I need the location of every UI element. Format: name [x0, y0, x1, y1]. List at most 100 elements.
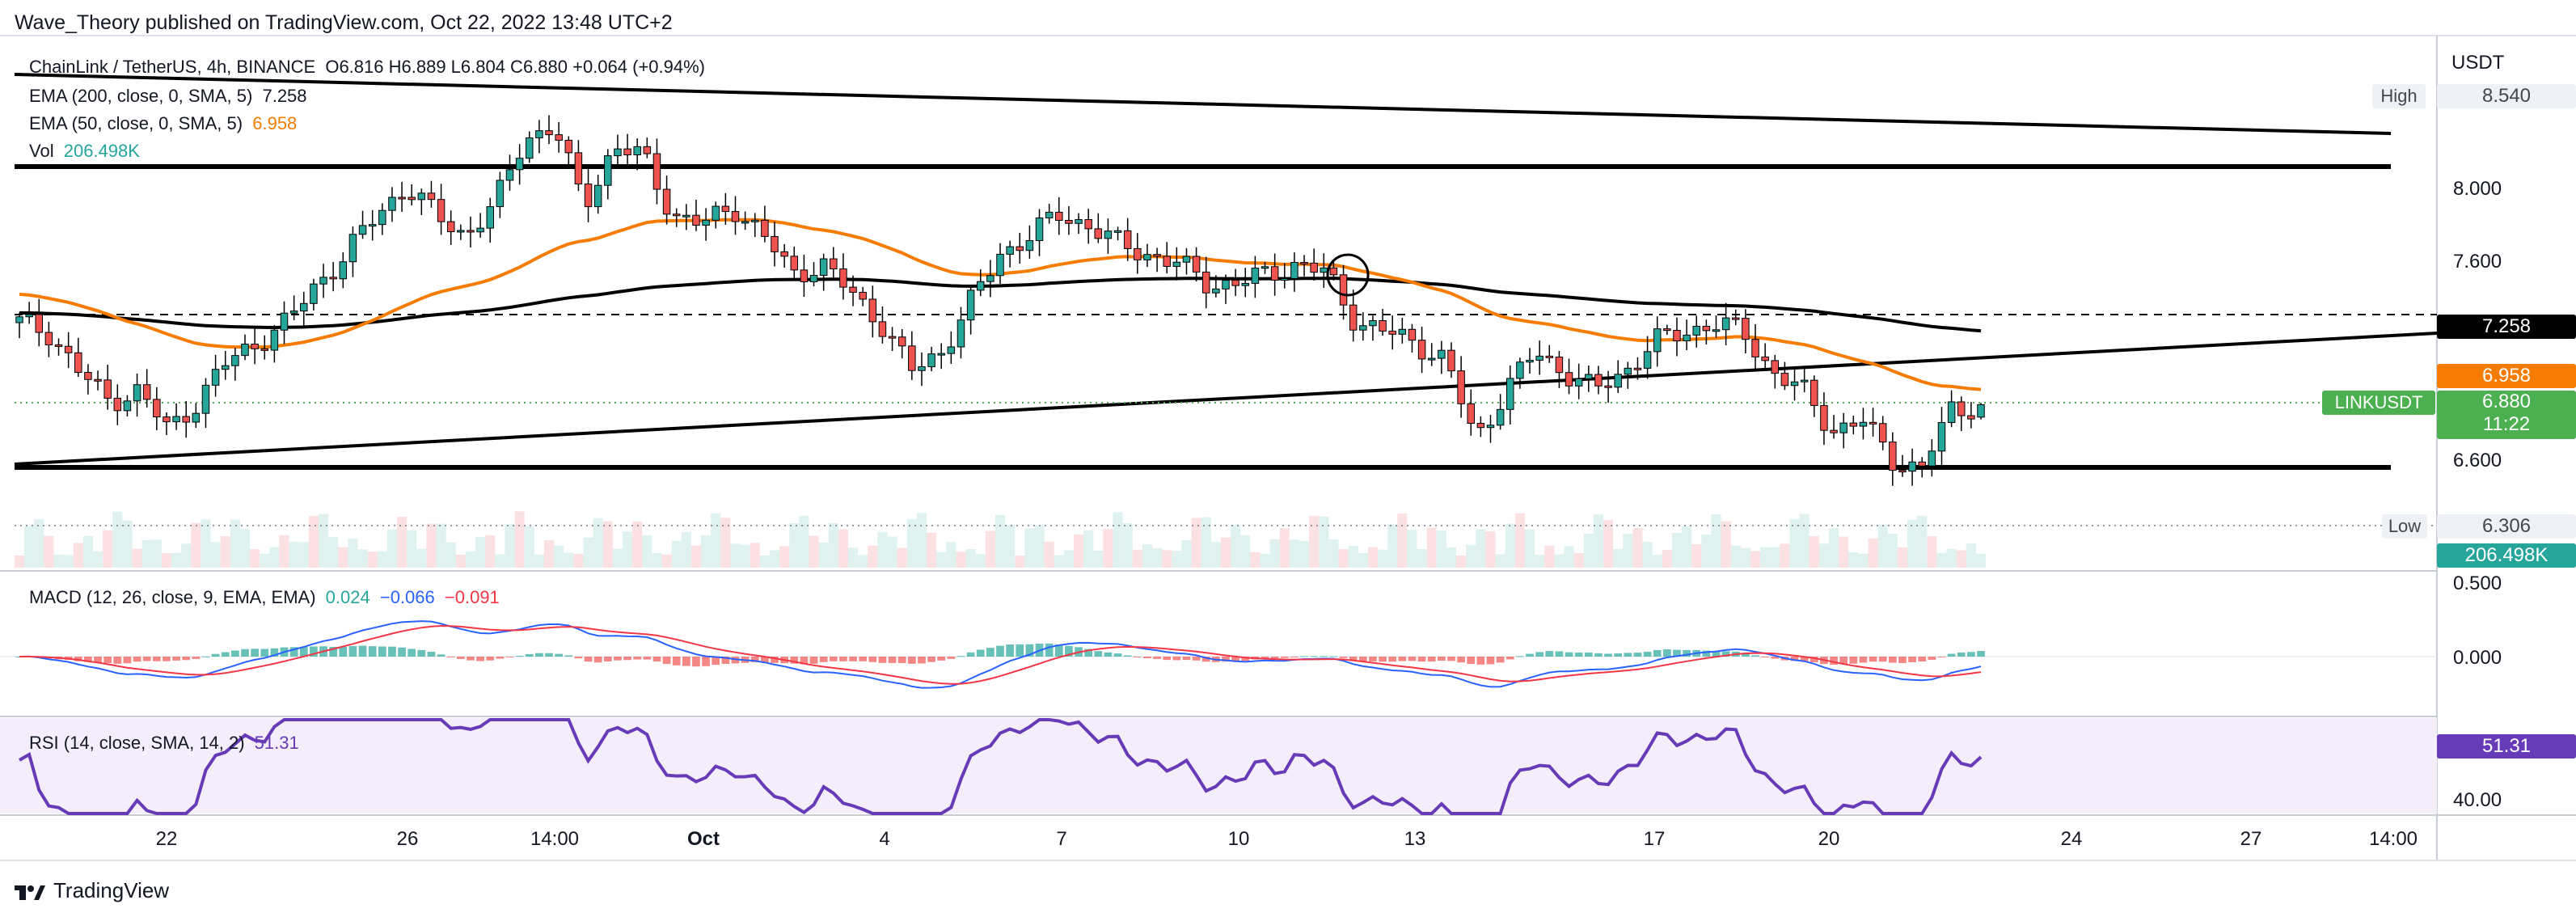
- macd-hist-bar: [918, 657, 926, 664]
- macd-hist-bar: [1839, 657, 1848, 665]
- candle-down: [1830, 429, 1838, 433]
- tradingview-footer[interactable]: TradingView: [15, 878, 169, 903]
- candle-down: [584, 184, 593, 208]
- candle-down: [761, 219, 769, 237]
- volume-bar: [1005, 524, 1016, 568]
- macd-hist-bar: [1898, 657, 1907, 663]
- candle-down: [1702, 326, 1711, 332]
- time-tick: 13: [1404, 828, 1426, 850]
- candle-up: [751, 219, 759, 222]
- volume-bar: [1309, 515, 1320, 568]
- volume-bar: [260, 553, 270, 568]
- volume-bar: [730, 543, 741, 568]
- legend-macd-v3: −0.091: [444, 587, 500, 607]
- macd-hist-bar: [1643, 651, 1652, 657]
- time-tick: 14:00: [530, 828, 580, 850]
- macd-hist-bar: [103, 657, 112, 663]
- candle-down: [1094, 228, 1103, 239]
- volume-bar: [1573, 553, 1584, 568]
- macd-hist-bar: [927, 657, 935, 662]
- candle-down: [1476, 423, 1485, 429]
- volume-bar: [1593, 513, 1603, 568]
- candles: [15, 115, 1985, 486]
- candle-up: [270, 329, 279, 351]
- candle-up: [1614, 374, 1622, 388]
- volume-bar: [711, 513, 721, 568]
- volume-bar: [622, 531, 633, 568]
- macd-hist-bar: [388, 646, 396, 657]
- legend-ohlc: O6.816 H6.889 L6.804 C6.880 +0.064 (+0.9…: [325, 57, 706, 77]
- volume-bar: [1828, 528, 1839, 568]
- volume-bar: [1877, 525, 1888, 568]
- volume-bar: [809, 535, 819, 568]
- candle-down: [1055, 211, 1063, 221]
- macd-hist-bar: [289, 647, 298, 657]
- legend-vol-label: Vol: [29, 141, 54, 161]
- candle-down: [437, 199, 446, 222]
- high-value-tag: 8.540: [2437, 84, 2576, 108]
- candle-up: [1251, 268, 1260, 284]
- volume-bar: [132, 548, 142, 568]
- macd-hist-bar: [260, 649, 269, 657]
- time-tick: 7: [1056, 828, 1067, 850]
- volume-bar: [386, 529, 398, 568]
- time-tick: Oct: [686, 828, 720, 850]
- candle-up: [1692, 326, 1700, 336]
- ema200-price-tag: 7.258: [2437, 315, 2576, 339]
- volume-bar: [397, 516, 408, 568]
- volume-bar: [416, 548, 427, 568]
- volume-bar: [1907, 519, 1918, 568]
- macd-hist-bar: [1683, 649, 1691, 657]
- macd-hist-bar: [1574, 653, 1583, 657]
- macd-hist-bar: [652, 657, 661, 662]
- macd-hist-bar: [809, 657, 818, 664]
- volume-bar: [1682, 526, 1692, 568]
- candle-up: [809, 275, 818, 282]
- legend-ema50-label: EMA (50, close, 0, SMA, 5): [29, 113, 243, 133]
- macd-hist-bar: [1869, 657, 1877, 662]
- volume-bar: [1721, 521, 1731, 568]
- volume-bar: [671, 540, 682, 568]
- macd-hist-bar: [1928, 657, 1936, 660]
- volume-bar: [1260, 553, 1270, 568]
- volume-bar: [838, 529, 848, 568]
- candle-up: [1320, 267, 1328, 273]
- volume-bar: [681, 531, 691, 568]
- volume-bar: [1642, 542, 1653, 568]
- macd-hist-bar: [1201, 657, 1210, 662]
- macd-hist-bar: [1614, 653, 1623, 657]
- volume-bar: [426, 523, 437, 568]
- candle-up: [937, 353, 945, 356]
- volume-bar: [1514, 513, 1525, 568]
- volume-bar: [14, 556, 25, 568]
- volume-bar: [1535, 554, 1545, 568]
- candle-down: [623, 148, 631, 155]
- candle-down: [1300, 261, 1308, 264]
- macd-hist-bar: [358, 645, 367, 657]
- volume-bar: [1868, 538, 1878, 568]
- candle-up: [289, 311, 298, 314]
- candle-down: [1565, 372, 1573, 387]
- volume-bar: [573, 554, 584, 568]
- ema200-line: [19, 277, 1982, 333]
- candle-down: [662, 188, 671, 215]
- volume-bar: [1015, 555, 1025, 568]
- macd-hist-bar: [849, 657, 857, 661]
- macd-hist-bar: [584, 657, 593, 662]
- macd-hist-bar: [1790, 657, 1799, 661]
- macd-hist-bar: [1006, 644, 1014, 657]
- candle-down: [1084, 219, 1092, 230]
- macd-hist-bar: [603, 657, 612, 661]
- volume-bar: [1770, 547, 1780, 568]
- macd-hist-bar: [643, 657, 652, 660]
- volume-bar: [534, 554, 544, 568]
- volume-bar: [1426, 527, 1437, 568]
- candle-down: [771, 235, 779, 252]
- volume-bar: [53, 554, 64, 568]
- candle-down: [44, 332, 53, 345]
- macd-hist-bar: [1408, 657, 1417, 661]
- macd-hist-bar: [1143, 657, 1151, 659]
- candle-down: [780, 251, 788, 257]
- volume-bar: [210, 542, 221, 568]
